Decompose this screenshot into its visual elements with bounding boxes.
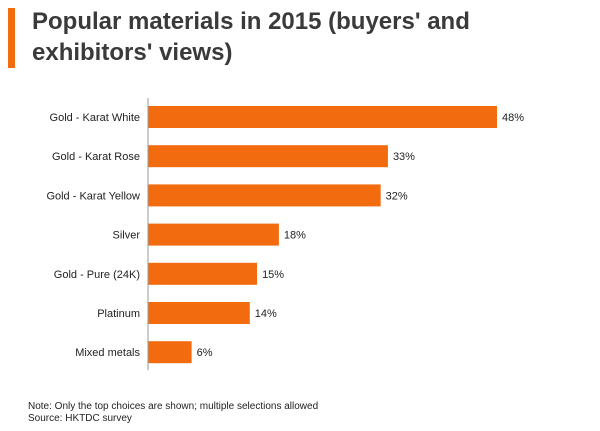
value-label: 14% (255, 308, 277, 320)
bar (148, 223, 279, 246)
bar (148, 341, 192, 364)
value-label: 18% (284, 230, 306, 242)
bar (148, 262, 258, 285)
bar (148, 145, 388, 168)
value-label: 33% (393, 151, 415, 163)
category-label: Gold - Karat Rose (52, 151, 140, 163)
footer-source: Source: HKTDC survey (28, 413, 132, 424)
bar (148, 106, 497, 128)
chart-footer: Note: Only the top choices are shown; mu… (28, 401, 318, 425)
bar (148, 184, 381, 207)
page-title: Popular materials in 2015 (buyers' and e… (32, 8, 470, 66)
category-label: Silver (112, 230, 140, 242)
category-label: Gold - Karat White (50, 112, 140, 124)
value-label: 15% (262, 269, 284, 281)
bar (148, 302, 250, 324)
value-label: 48% (502, 112, 524, 124)
category-label: Gold - Pure (24K) (54, 269, 140, 281)
footer-note: Note: Only the top choices are shown; mu… (28, 401, 319, 412)
value-label: 6% (197, 347, 213, 359)
category-label: Mixed metals (75, 347, 140, 359)
category-label: Platinum (97, 308, 140, 320)
value-label: 32% (386, 190, 408, 202)
title-accent-bar (8, 8, 15, 68)
category-label: Gold - Karat Yellow (46, 190, 140, 202)
